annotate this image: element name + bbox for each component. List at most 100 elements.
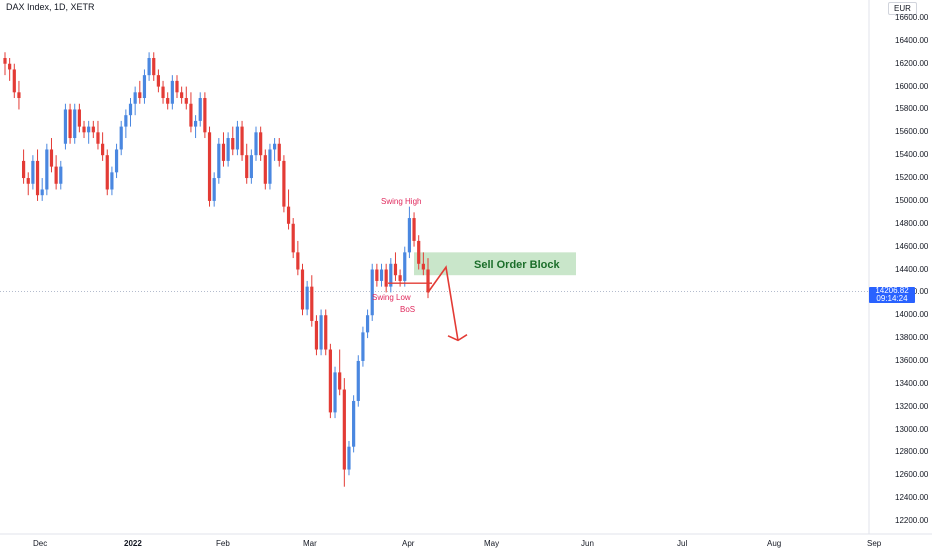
bos-label: BoS: [400, 305, 415, 314]
candle-body: [21, 160, 26, 179]
candle: [421, 252, 425, 276]
candle: [142, 69, 147, 104]
candle-body: [212, 178, 216, 201]
order-block-zone: [414, 252, 576, 276]
candle-body: [26, 178, 30, 184]
candle: [17, 80, 21, 110]
candle: [105, 149, 109, 196]
candle: [114, 143, 119, 179]
candle-body: [379, 269, 384, 281]
candle: [328, 343, 332, 419]
candle-body: [412, 218, 416, 241]
candle-body: [170, 80, 174, 104]
candle: [128, 98, 133, 127]
candle-body: [235, 126, 240, 150]
candle-body: [12, 69, 16, 93]
swing-low-label: Swing Low: [372, 293, 411, 302]
candle-body: [180, 92, 184, 99]
candle: [63, 103, 68, 150]
candle-body: [73, 109, 77, 139]
candle: [231, 126, 235, 156]
candle: [87, 120, 91, 144]
candle: [21, 149, 26, 184]
candle: [101, 132, 105, 161]
candle-body: [352, 400, 356, 447]
candle-body: [291, 223, 295, 253]
candle: [147, 52, 151, 81]
currency-label[interactable]: EUR: [888, 2, 917, 15]
time-tick-label: Jul: [677, 539, 688, 548]
chart-grid: [0, 0, 932, 535]
candles-layer: [3, 52, 430, 487]
candle: [268, 143, 272, 190]
candle-body: [101, 143, 105, 156]
price-tick-label: 16400.00: [895, 35, 929, 45]
candle-body: [268, 149, 272, 184]
candle: [375, 263, 379, 287]
candle: [361, 326, 365, 367]
candle: [259, 126, 263, 161]
candle-body: [133, 92, 137, 104]
candle: [166, 92, 170, 110]
candle: [393, 252, 398, 281]
candle: [45, 143, 49, 196]
candle-body: [417, 240, 421, 264]
candle: [161, 80, 165, 104]
candle: [96, 120, 100, 150]
candle: [26, 172, 30, 196]
time-tick-label: Aug: [767, 539, 782, 548]
countdown-value: 09:14:24: [876, 294, 908, 303]
candle-body: [189, 103, 193, 127]
candle: [319, 309, 323, 356]
candle-body: [259, 132, 263, 156]
candle-body: [105, 155, 109, 190]
candle: [310, 275, 314, 327]
candle: [286, 189, 291, 230]
candle: [305, 280, 309, 316]
candle: [198, 92, 202, 127]
candle: [40, 178, 44, 201]
candle: [296, 240, 300, 276]
candle: [138, 80, 142, 104]
candle-body: [161, 86, 165, 99]
candle-body: [338, 372, 342, 390]
last-price-tag: 14206.82 09:14:24: [869, 287, 915, 303]
candle: [412, 212, 416, 247]
candle-body: [263, 155, 267, 184]
candle-body: [45, 149, 49, 190]
projection-arrow: [427, 265, 459, 341]
candle: [333, 366, 337, 419]
candle-body: [286, 206, 291, 224]
candle: [282, 155, 286, 213]
candle: [240, 120, 244, 161]
candle-body: [166, 98, 170, 104]
price-tick-label: 13000.00: [895, 424, 929, 434]
price-tick-label: 16600.00: [895, 13, 929, 22]
candle-body: [147, 58, 151, 76]
candle: [68, 103, 72, 144]
candle: [235, 120, 240, 156]
candle-body: [87, 126, 91, 133]
candle-body: [207, 132, 212, 201]
candle-body: [393, 263, 398, 276]
candle: [119, 120, 123, 156]
candle-body: [193, 120, 198, 127]
candle-body: [305, 286, 309, 310]
candle: [189, 92, 193, 133]
candle: [193, 115, 198, 139]
candle-body: [40, 189, 44, 196]
candle: [133, 86, 137, 116]
candle-body: [249, 155, 253, 179]
candle-body: [282, 160, 286, 207]
candle-body: [370, 269, 374, 316]
candle-body: [347, 446, 351, 470]
candle-body: [156, 75, 160, 87]
candle-body: [296, 252, 300, 270]
candle: [249, 149, 253, 184]
candle: [77, 103, 81, 133]
price-tick-label: 13200.00: [895, 401, 929, 411]
candle: [73, 103, 77, 144]
candle-body: [254, 132, 258, 156]
candle-body: [384, 269, 388, 287]
